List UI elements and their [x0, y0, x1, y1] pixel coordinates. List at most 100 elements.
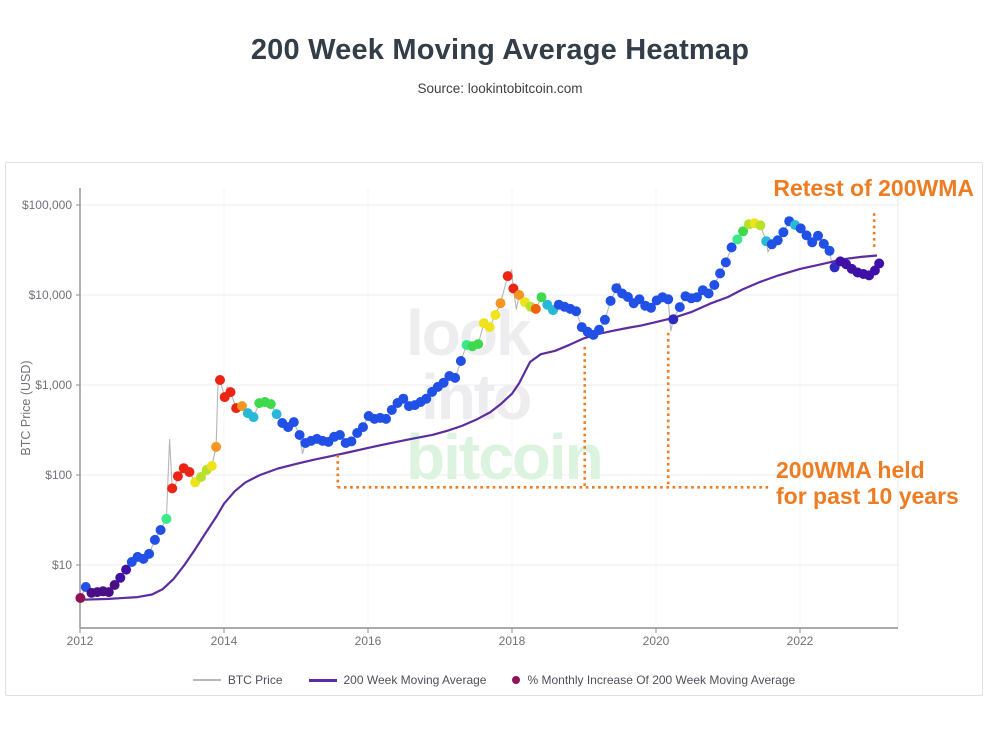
- data-point[interactable]: [703, 288, 714, 299]
- legend: BTC Price 200 Week Moving Average % Monthl…: [6, 673, 982, 687]
- data-point[interactable]: [599, 314, 610, 325]
- data-point[interactable]: [709, 280, 720, 290]
- legend-item[interactable]: BTC Price: [192, 673, 283, 687]
- data-point[interactable]: [508, 283, 519, 294]
- x-tick-label: 2012: [67, 634, 94, 648]
- data-point[interactable]: [536, 292, 547, 303]
- data-point[interactable]: [184, 467, 195, 477]
- x-tick-label: 2022: [787, 634, 814, 648]
- data-point[interactable]: [530, 303, 541, 314]
- data-point[interactable]: [109, 580, 120, 590]
- data-point[interactable]: [514, 290, 525, 300]
- data-point[interactable]: [795, 223, 806, 234]
- data-point[interactable]: [161, 513, 172, 524]
- data-point[interactable]: [294, 430, 305, 440]
- x-tick-label: 2014: [211, 634, 238, 648]
- legend-label: 200 Week Moving Average: [343, 673, 487, 687]
- data-point[interactable]: [874, 258, 885, 269]
- legend-label: % Monthly Increase Of 200 Week Moving Av…: [527, 673, 796, 687]
- data-point[interactable]: [755, 220, 766, 231]
- data-point[interactable]: [495, 298, 506, 309]
- chart-card: look into bitcoin $10 $100 $1,000 $10,000 $100,…: [5, 162, 983, 696]
- data-point[interactable]: [571, 306, 582, 317]
- data-point[interactable]: [381, 413, 391, 424]
- data-point[interactable]: [473, 339, 484, 350]
- y-tick-label: $10: [52, 558, 72, 572]
- data-point[interactable]: [674, 302, 685, 313]
- data-point[interactable]: [358, 422, 368, 433]
- y-tick-label: $100: [45, 468, 72, 482]
- watermark-word: into: [421, 361, 530, 433]
- legend-swatch: [308, 678, 337, 682]
- data-point[interactable]: [103, 587, 114, 598]
- data-point[interactable]: [196, 472, 206, 482]
- data-point[interactable]: [167, 483, 178, 494]
- data-point[interactable]: [801, 230, 812, 241]
- data-point[interactable]: [225, 387, 236, 398]
- data-point[interactable]: [634, 294, 645, 305]
- data-point[interactable]: [726, 242, 737, 253]
- data-point[interactable]: [215, 375, 225, 385]
- data-point[interactable]: [502, 271, 513, 282]
- data-point[interactable]: [421, 393, 432, 404]
- data-point[interactable]: [824, 245, 835, 256]
- data-point[interactable]: [490, 310, 501, 320]
- page-title: 200 Week Moving Average Heatmap: [250, 34, 750, 66]
- data-point[interactable]: [206, 461, 217, 471]
- data-point[interactable]: [778, 227, 789, 238]
- data-point[interactable]: [386, 405, 397, 415]
- data-point[interactable]: [265, 399, 276, 410]
- watermark-word: look: [406, 297, 532, 369]
- y-tick-label: $10,000: [29, 288, 73, 302]
- data-point[interactable]: [732, 234, 743, 245]
- data-point[interactable]: [237, 401, 247, 412]
- x-tick-label: 2018: [499, 634, 526, 648]
- legend-item[interactable]: 200 Week Moving Average: [308, 673, 487, 687]
- data-point[interactable]: [248, 412, 259, 423]
- data-point[interactable]: [149, 534, 160, 545]
- data-point[interactable]: [484, 322, 495, 333]
- data-point[interactable]: [807, 237, 818, 248]
- data-point[interactable]: [398, 393, 409, 404]
- data-point[interactable]: [346, 436, 357, 447]
- data-point[interactable]: [692, 292, 702, 303]
- data-point[interactable]: [663, 294, 674, 305]
- data-point[interactable]: [288, 417, 299, 428]
- y-tick-label: $1,000: [35, 378, 72, 392]
- data-point[interactable]: [646, 302, 656, 313]
- data-point[interactable]: [172, 471, 183, 482]
- legend-item[interactable]: % Monthly Increase Of 200 Week Moving Av…: [512, 673, 795, 687]
- legend-swatch: [192, 679, 221, 681]
- legend-swatch: [512, 676, 521, 684]
- data-point[interactable]: [334, 430, 345, 440]
- data-point[interactable]: [455, 356, 466, 366]
- data-point[interactable]: [450, 372, 461, 383]
- data-point[interactable]: [772, 235, 783, 246]
- data-point[interactable]: [594, 324, 605, 335]
- source-line: Source: lookintobitcoin.com: [417, 81, 583, 96]
- data-point[interactable]: [115, 572, 126, 583]
- chart-layers: lookintobitcoin $10 $100 $1,000 $10,000 $100,…: [22, 188, 899, 648]
- data-point[interactable]: [738, 226, 749, 237]
- data-point[interactable]: [818, 238, 829, 249]
- data-point[interactable]: [121, 564, 132, 575]
- page: { "page": { "title": "200 Week Moving Av…: [0, 34, 1000, 741]
- x-tick-label: 2020: [643, 634, 670, 648]
- data-point[interactable]: [144, 548, 155, 559]
- data-point[interactable]: [715, 268, 726, 279]
- data-point[interactable]: [438, 377, 449, 388]
- legend-label: BTC Price: [227, 673, 283, 687]
- data-point[interactable]: [605, 295, 616, 306]
- watermark-word: bitcoin: [406, 421, 602, 493]
- data-point[interactable]: [155, 525, 166, 535]
- data-point[interactable]: [211, 441, 222, 452]
- data-point[interactable]: [668, 314, 679, 325]
- data-point[interactable]: [271, 409, 282, 420]
- data-point[interactable]: [75, 593, 86, 603]
- data-point[interactable]: [813, 230, 823, 241]
- y-tick-label: $100,000: [22, 198, 72, 212]
- data-point[interactable]: [720, 257, 731, 268]
- y-axis-title: BTC Price (USD): [19, 360, 33, 455]
- wma-line: [79, 254, 878, 601]
- chart-canvas[interactable]: lookintobitcoin $10 $100 $1,000 $10,000 $100,…: [6, 163, 984, 663]
